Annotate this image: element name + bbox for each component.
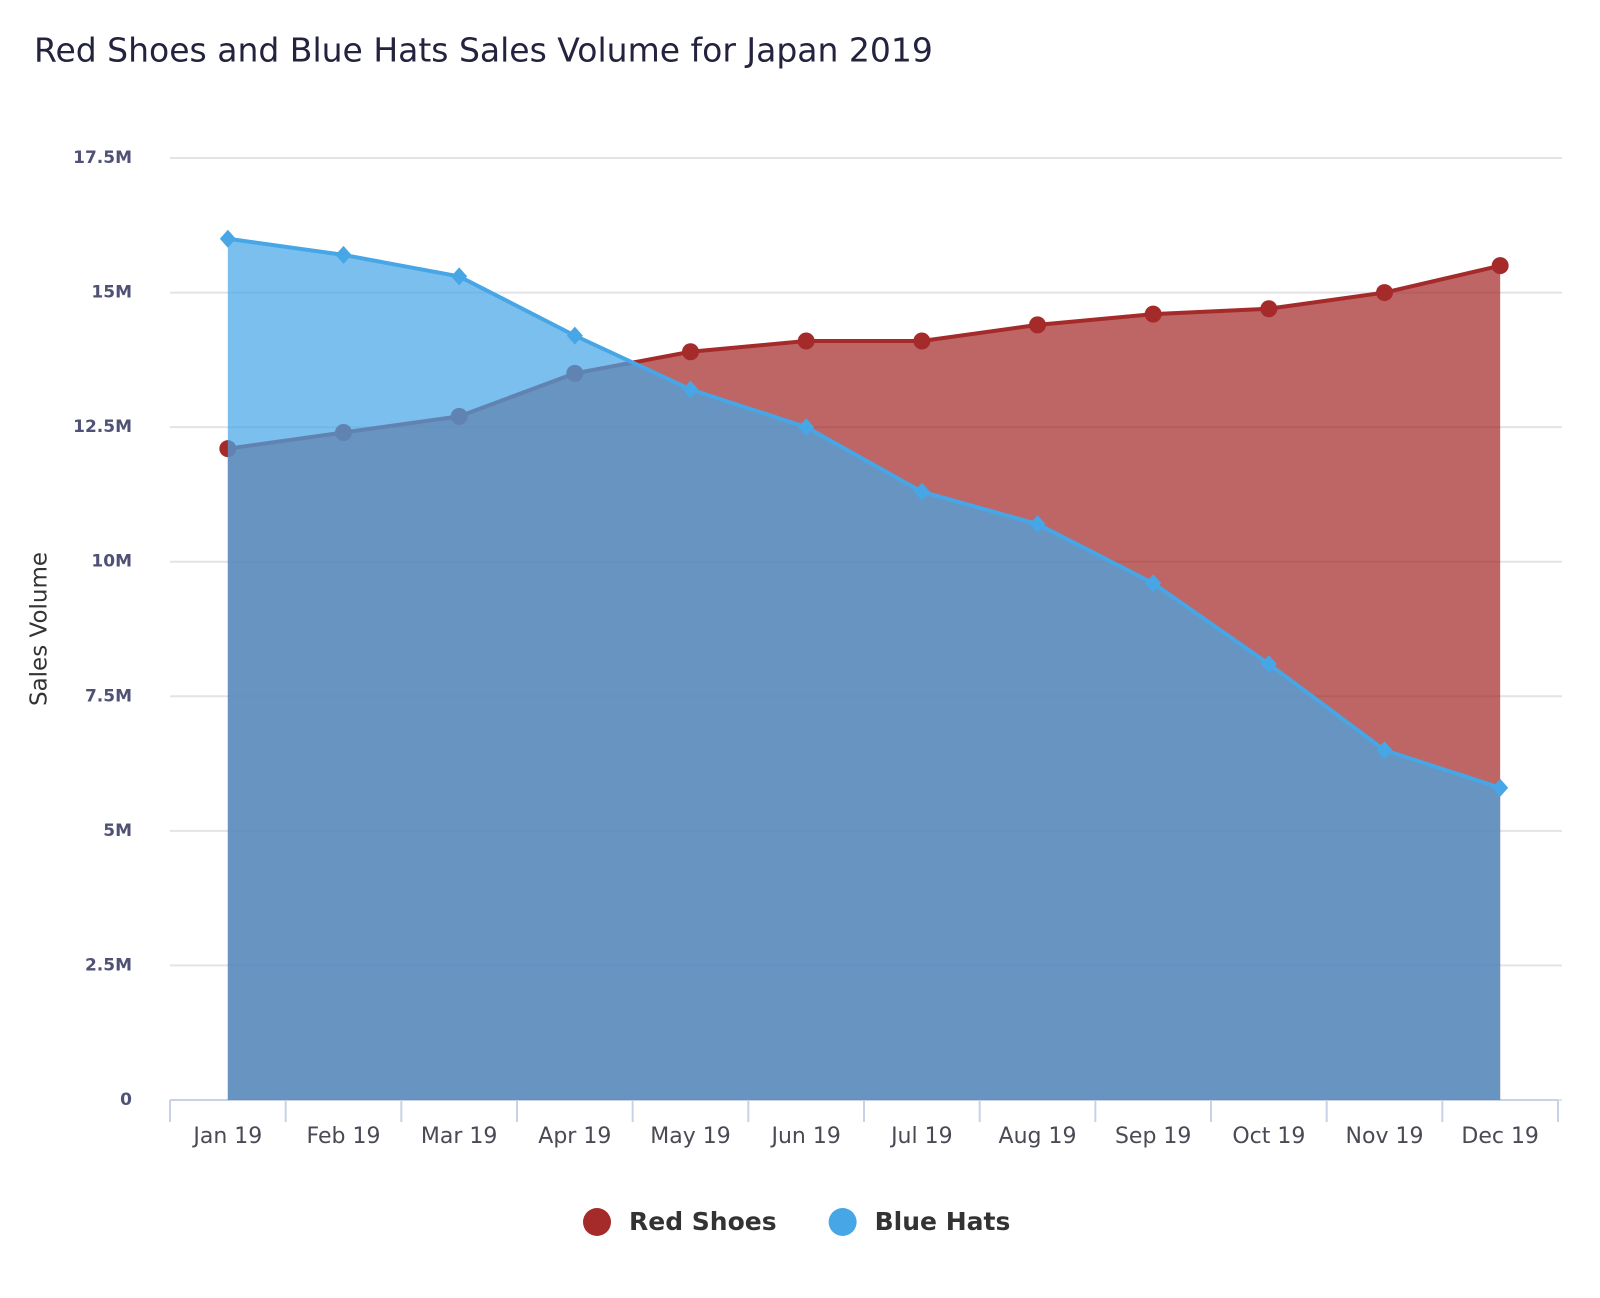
marker (798, 418, 815, 437)
y-tick-label: 15M (91, 283, 132, 303)
marker (1145, 574, 1162, 593)
line (227, 236, 1501, 790)
x-tick-label: Jul 19 (889, 1124, 953, 1149)
x-tick-label: Mar 19 (421, 1124, 498, 1149)
marker (1492, 778, 1509, 797)
marker (1260, 654, 1277, 673)
marker (1491, 257, 1509, 275)
marker (219, 229, 236, 248)
x-tick-label: Dec 19 (1461, 1124, 1539, 1149)
x-tick-label: May 19 (650, 1124, 730, 1149)
y-axis-label: Sales Volume (27, 552, 53, 706)
marker (335, 245, 352, 264)
marker (1029, 515, 1046, 534)
marker (451, 267, 468, 286)
marker (682, 343, 699, 361)
chart-title: Red Shoes and Blue Hats Sales Volume for… (34, 31, 933, 70)
y-tick-label: 5M (103, 821, 132, 841)
x-tick-label: Aug 19 (999, 1124, 1077, 1149)
y-tick-label: 10M (91, 552, 132, 572)
legend-marker (583, 1208, 611, 1236)
marker (913, 482, 930, 501)
x-tick-label: Nov 19 (1346, 1124, 1424, 1149)
marker (566, 326, 583, 345)
marker (913, 332, 931, 350)
legend-marker (828, 1208, 857, 1236)
x-tick-label: Jan 19 (191, 1124, 262, 1149)
x-tick-label: Sep 19 (1115, 1124, 1191, 1149)
marker (682, 380, 699, 399)
series (219, 229, 1509, 1100)
marker (1029, 316, 1046, 334)
marker (1376, 284, 1393, 302)
y-tick-label: 0 (120, 1090, 132, 1110)
marker (1376, 741, 1393, 760)
x-tick-label: Oct 19 (1232, 1124, 1305, 1149)
x-tick-label: Apr 19 (538, 1124, 611, 1149)
x-tick-label: Jun 19 (769, 1124, 840, 1149)
y-tick-label: 2.5M (85, 955, 132, 975)
x-tick-label: Feb 19 (307, 1124, 381, 1149)
legend-label: Red Shoes (629, 1207, 777, 1236)
marker (1144, 305, 1162, 323)
y-tick-label: 17.5M (73, 148, 132, 168)
marker (1260, 300, 1278, 318)
y-tick-label: 7.5M (85, 686, 132, 706)
y-tick-label: 12.5M (73, 417, 132, 437)
legend-label: Blue Hats (875, 1207, 1011, 1236)
marker (797, 332, 815, 350)
area (227, 238, 1501, 1100)
